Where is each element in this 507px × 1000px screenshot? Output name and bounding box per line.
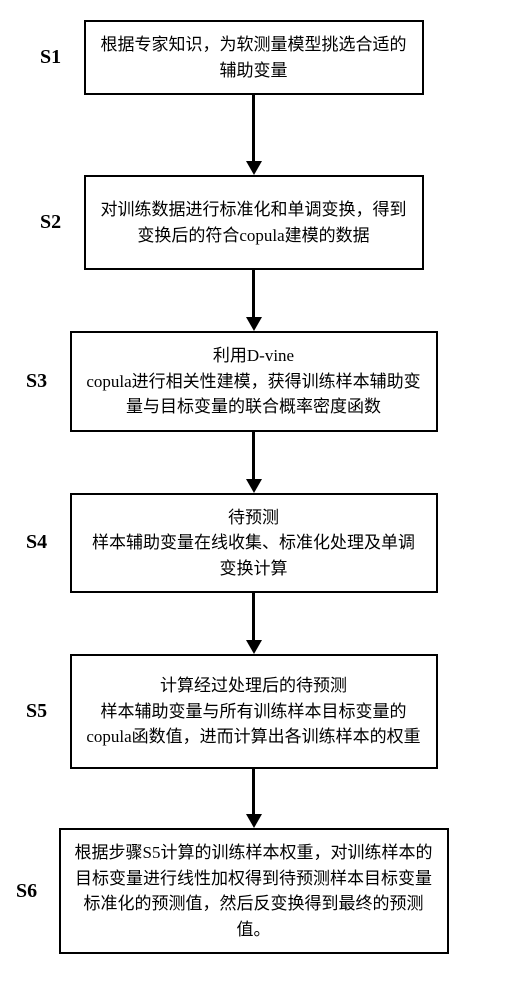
arrow-s1 <box>246 95 262 175</box>
step-label-s4: S4 <box>26 531 47 554</box>
arrow-line <box>252 270 255 317</box>
arrow-s5 <box>246 769 262 828</box>
step-text-s6: 根据步骤S5计算的训练样本权重，对训练样本的目标变量进行线性加权得到待预测样本目… <box>75 840 433 942</box>
step-label-s3: S3 <box>26 370 47 393</box>
arrow-head-icon <box>246 317 262 331</box>
step-row-s3: S3 利用D-vine copula进行相关性建模，获得训练样本辅助变量与目标变量… <box>0 331 507 432</box>
step-box-s3: 利用D-vine copula进行相关性建模，获得训练样本辅助变量与目标变量的联… <box>70 331 438 432</box>
flowchart-container: S1 根据专家知识，为软测量模型挑选合适的辅助变量 S2 对训练数据进行标准化和单调变… <box>0 0 507 974</box>
step-box-s5: 计算经过处理后的待预测 样本辅助变量与所有训练样本目标变量的copula函数值，… <box>70 654 438 769</box>
arrow-head-icon <box>246 640 262 654</box>
step-label-s2: S2 <box>40 211 61 234</box>
step-text-s3: 利用D-vine copula进行相关性建模，获得训练样本辅助变量与目标变量的联… <box>86 343 422 420</box>
step-row-s1: S1 根据专家知识，为软测量模型挑选合适的辅助变量 <box>0 20 507 95</box>
step-label-s5: S5 <box>26 700 47 723</box>
step-text-s2: 对训练数据进行标准化和单调变换，得到变换后的符合copula建模的数据 <box>100 197 408 248</box>
arrow-s4 <box>246 593 262 654</box>
step-label-s6: S6 <box>16 880 37 903</box>
arrow-head-icon <box>246 814 262 828</box>
step-row-s4: S4 待预测 样本辅助变量在线收集、标准化处理及单调变换计算 <box>0 493 507 594</box>
arrow-head-icon <box>246 161 262 175</box>
step-row-s5: S5 计算经过处理后的待预测 样本辅助变量与所有训练样本目标变量的copula函数… <box>0 654 507 769</box>
step-label-s1: S1 <box>40 46 61 69</box>
arrow-line <box>252 769 255 814</box>
step-text-s1: 根据专家知识，为软测量模型挑选合适的辅助变量 <box>100 32 408 83</box>
step-box-s2: 对训练数据进行标准化和单调变换，得到变换后的符合copula建模的数据 <box>84 175 424 270</box>
step-text-s4: 待预测 样本辅助变量在线收集、标准化处理及单调变换计算 <box>86 505 422 582</box>
arrow-line <box>252 593 255 640</box>
step-box-s1: 根据专家知识，为软测量模型挑选合适的辅助变量 <box>84 20 424 95</box>
arrow-line <box>252 432 255 479</box>
arrow-s2 <box>246 270 262 331</box>
arrow-line <box>252 95 255 161</box>
step-box-s4: 待预测 样本辅助变量在线收集、标准化处理及单调变换计算 <box>70 493 438 594</box>
step-box-s6: 根据步骤S5计算的训练样本权重，对训练样本的目标变量进行线性加权得到待预测样本目… <box>59 828 449 954</box>
arrow-s3 <box>246 432 262 493</box>
step-row-s2: S2 对训练数据进行标准化和单调变换，得到变换后的符合copula建模的数据 <box>0 175 507 270</box>
arrow-head-icon <box>246 479 262 493</box>
step-text-s5: 计算经过处理后的待预测 样本辅助变量与所有训练样本目标变量的copula函数值，… <box>86 673 422 750</box>
step-row-s6: S6 根据步骤S5计算的训练样本权重，对训练样本的目标变量进行线性加权得到待预测样… <box>0 828 507 954</box>
